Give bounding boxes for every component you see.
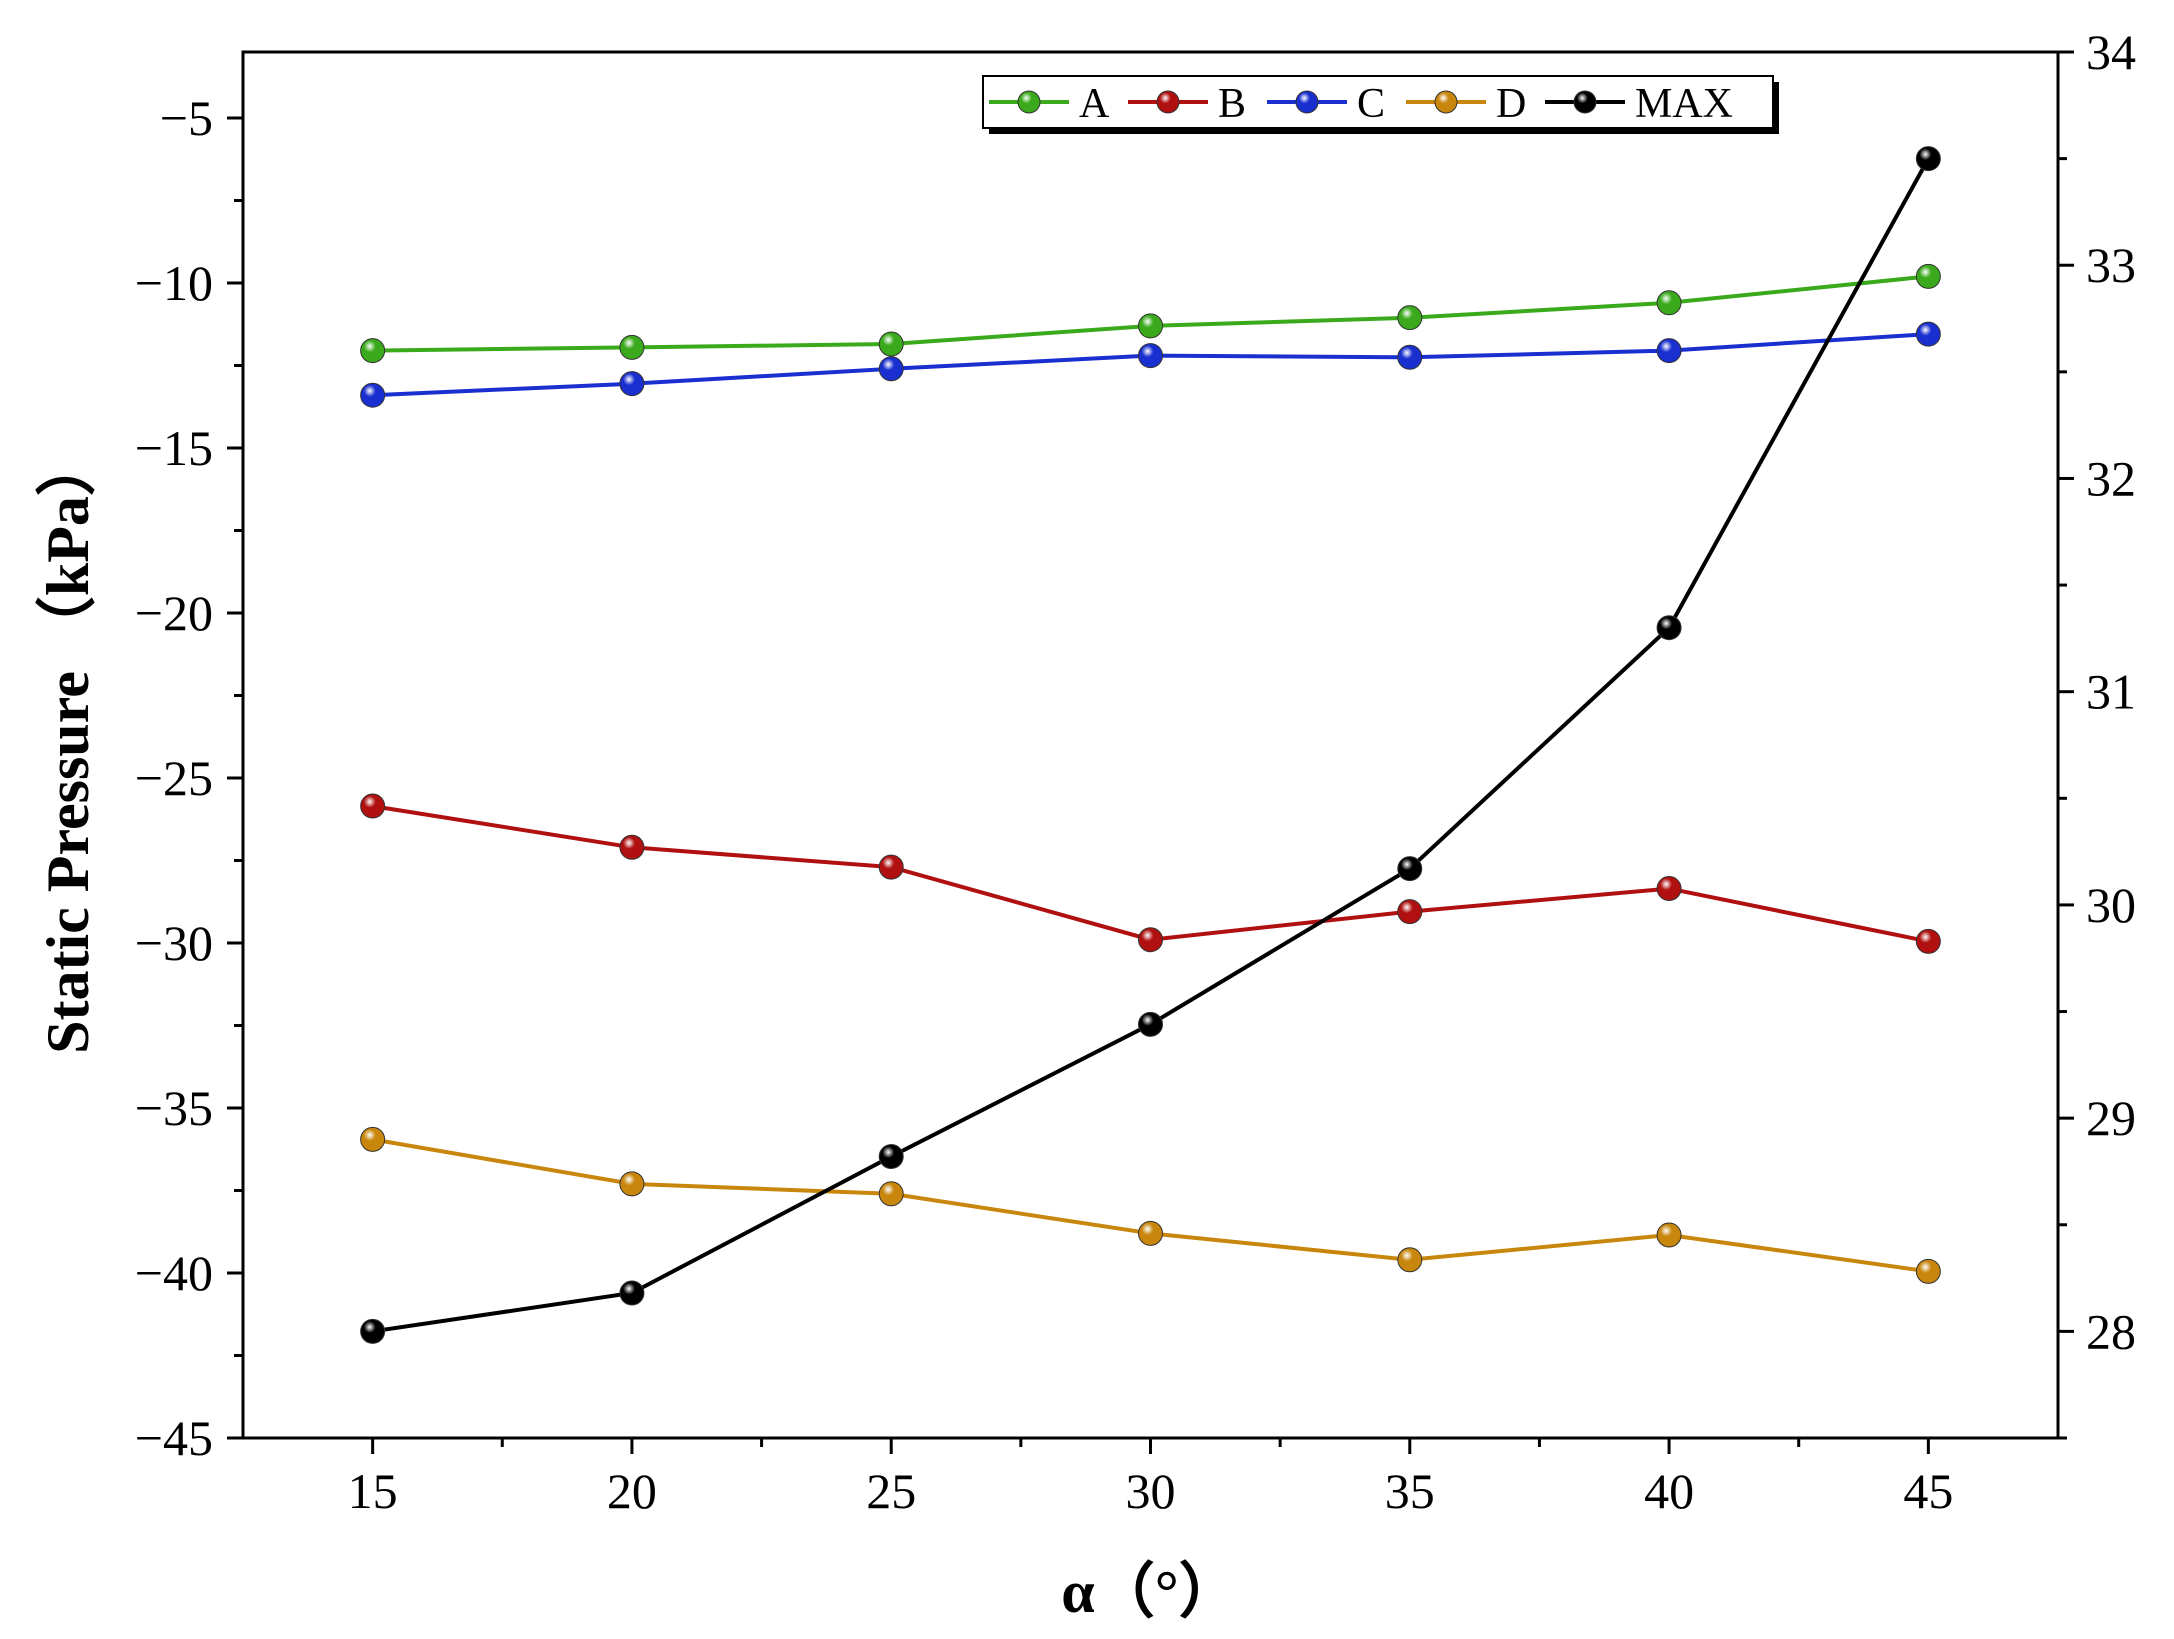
y-tick-label: −45: [135, 1410, 213, 1466]
data-point-d: [878, 1181, 904, 1207]
series-line-b: [372, 804, 1929, 944]
legend-label-c: C: [1357, 81, 1385, 127]
data-point-d: [360, 1126, 386, 1152]
y-tick-label: −40: [135, 1245, 213, 1301]
legend-box: [982, 75, 1774, 129]
y-tick-label: −15: [135, 420, 213, 476]
data-point-a: [878, 331, 904, 357]
data-point-d: [1138, 1220, 1163, 1246]
data-point-b: [360, 793, 386, 819]
legend-marker-c: [1295, 90, 1319, 114]
y-tick-label: −25: [135, 750, 213, 806]
data-point-a: [1656, 290, 1682, 316]
data-point-c: [1138, 343, 1163, 369]
x-tick-label: 30: [1126, 1463, 1176, 1519]
legend-label-d: D: [1496, 81, 1526, 127]
data-point-c: [360, 382, 386, 408]
data-point-max: [1915, 146, 1941, 172]
y-tick-label: −20: [135, 585, 213, 641]
data-point-a: [1397, 305, 1423, 331]
data-point-a: [1138, 313, 1163, 339]
legend-label-max: MAX: [1635, 81, 1733, 127]
y-tick-label: −10: [135, 255, 213, 311]
data-point-max: [1656, 615, 1682, 641]
y-axis-title: Static Pressure （kPa）: [34, 436, 101, 1054]
x-tick-label: 25: [866, 1463, 916, 1519]
data-point-c: [1397, 344, 1423, 370]
legend-marker-d: [1434, 90, 1458, 114]
y2-tick-label: 29: [2086, 1090, 2136, 1146]
y2-tick-label: 31: [2086, 664, 2136, 720]
data-point-b: [619, 834, 645, 860]
x-axis-title: α（°）: [1061, 1558, 1238, 1625]
legend-marker-b: [1156, 90, 1180, 114]
data-point-d: [619, 1171, 645, 1197]
data-point-b: [878, 854, 904, 880]
data-point-d: [1915, 1258, 1941, 1284]
data-point-max: [360, 1318, 386, 1344]
series-line-d: [372, 1137, 1929, 1274]
data-point-c: [878, 356, 904, 382]
data-point-b: [1397, 899, 1423, 925]
plot-frame: [241, 50, 2060, 1440]
y2-tick-label: 28: [2086, 1303, 2136, 1359]
legend: A B C D MAX: [982, 75, 1779, 134]
y2-tick-label: 30: [2086, 877, 2136, 933]
data-point-d: [1397, 1247, 1423, 1273]
data-point-max: [878, 1144, 904, 1170]
y2-tick-label: 32: [2086, 450, 2136, 506]
y2-tick-label: 34: [2086, 24, 2136, 80]
legend-marker-a: [1017, 90, 1041, 114]
x-tick-label: 20: [607, 1463, 657, 1519]
x-tick-label: 15: [348, 1463, 398, 1519]
y2-tick-label: 33: [2086, 237, 2136, 293]
legend-marker-max: [1573, 90, 1597, 114]
data-point-max: [1138, 1011, 1163, 1037]
legend-label-a: A: [1079, 81, 1110, 127]
y-tick-label: −5: [160, 90, 213, 146]
x-tick-label: 40: [1644, 1463, 1694, 1519]
data-point-a: [619, 334, 645, 360]
series-layer: [360, 146, 1941, 1344]
data-point-c: [1915, 321, 1941, 347]
y-tick-label: −35: [135, 1080, 213, 1136]
legend-label-b: B: [1218, 81, 1246, 127]
data-point-b: [1915, 928, 1941, 954]
data-point-c: [619, 371, 645, 397]
data-point-max: [619, 1280, 645, 1306]
data-point-b: [1656, 876, 1682, 902]
x-tick-label: 45: [1903, 1463, 1953, 1519]
data-point-a: [1915, 263, 1941, 289]
data-point-b: [1138, 927, 1163, 953]
data-point-a: [360, 338, 386, 364]
data-point-d: [1656, 1222, 1682, 1248]
y-tick-label: −30: [135, 915, 213, 971]
data-point-c: [1656, 338, 1682, 364]
x-tick-label: 35: [1385, 1463, 1435, 1519]
data-point-max: [1397, 856, 1423, 882]
axis-ticks: 15 20 25 30 35 40 45 −5 −10 −15 −20 −25 −30 −35 −40 −45…: [135, 24, 2136, 1519]
